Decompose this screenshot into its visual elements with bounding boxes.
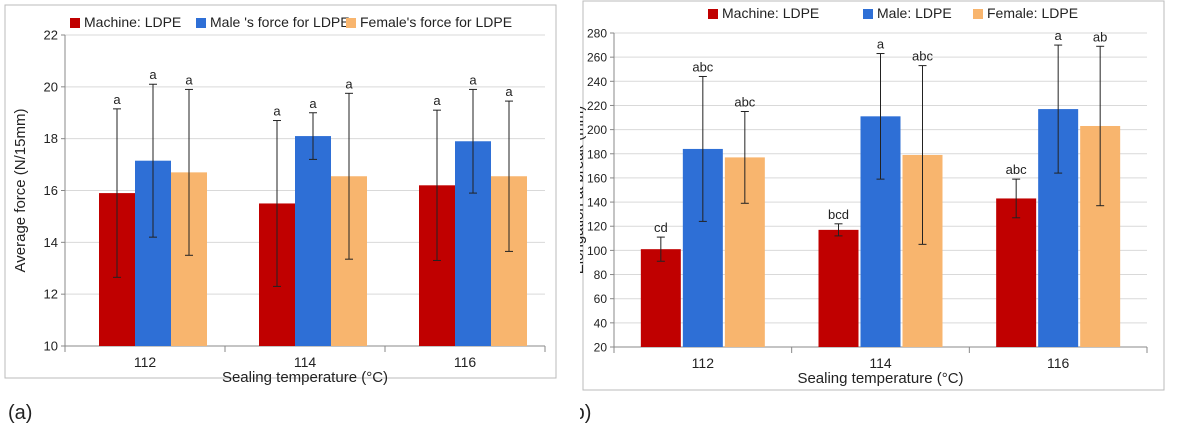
significance-label: a bbox=[149, 67, 157, 82]
legend-swatch bbox=[196, 18, 206, 28]
significance-label: abc bbox=[1006, 162, 1027, 177]
legend-swatch bbox=[973, 9, 983, 19]
legend-label: Female: LDPE bbox=[987, 5, 1078, 21]
x-axis-title: Sealing temperature (°C) bbox=[222, 369, 388, 386]
y-tick-label: 14 bbox=[44, 235, 58, 250]
significance-label: cd bbox=[654, 220, 668, 235]
y-tick-label: 220 bbox=[587, 99, 607, 113]
chart-elongation-at-break: 20 40 60 80 100 120 140 160 180 200 220 240 260 280 11… bbox=[580, 0, 1165, 424]
legend-label: Female's force for LDPE bbox=[360, 14, 512, 30]
chart-average-force: 10 12 14 16 18 20 22 112 a a a 114 a a a 116 a a a Machine:… bbox=[4, 4, 557, 424]
significance-label: a bbox=[273, 104, 281, 119]
significance-label: a bbox=[1055, 28, 1063, 43]
y-tick-label: 20 bbox=[44, 79, 58, 94]
significance-label: a bbox=[877, 37, 885, 52]
significance-label: a bbox=[469, 72, 477, 87]
significance-label: abc bbox=[912, 49, 933, 64]
y-tick-label: 240 bbox=[587, 75, 607, 89]
significance-label: a bbox=[345, 76, 353, 91]
significance-label: abc bbox=[692, 59, 713, 74]
y-tick-label: 20 bbox=[594, 341, 608, 355]
significance-label: a bbox=[505, 84, 513, 99]
legend-label: Male: LDPE bbox=[877, 5, 952, 21]
y-tick-label: 100 bbox=[587, 244, 607, 258]
x-tick-label: 114 bbox=[294, 354, 317, 370]
x-tick-label: 114 bbox=[869, 355, 892, 371]
y-tick-label: 120 bbox=[587, 220, 607, 234]
significance-label: ab bbox=[1093, 29, 1107, 44]
y-tick-label: 80 bbox=[594, 268, 608, 282]
y-tick-label: 18 bbox=[44, 131, 58, 146]
bar bbox=[996, 198, 1037, 347]
x-axis-title: Sealing temperature (°C) bbox=[797, 370, 963, 387]
x-tick-label: 112 bbox=[134, 354, 157, 370]
x-tick-label: 112 bbox=[692, 355, 715, 371]
y-tick-label: 40 bbox=[594, 316, 608, 330]
y-tick-label: 200 bbox=[587, 123, 607, 137]
x-tick-label: 116 bbox=[454, 354, 477, 370]
y-tick-label: 60 bbox=[594, 292, 608, 306]
significance-label: a bbox=[113, 92, 121, 107]
y-tick-label: 22 bbox=[44, 28, 58, 43]
panel-label: (b) bbox=[580, 402, 591, 424]
y-tick-label: 280 bbox=[587, 27, 607, 41]
legend-swatch bbox=[863, 9, 873, 19]
significance-label: abc bbox=[734, 95, 755, 110]
bar bbox=[640, 249, 681, 347]
y-tick-label: 140 bbox=[587, 196, 607, 210]
x-tick-label: 116 bbox=[1047, 355, 1070, 371]
significance-label: a bbox=[433, 93, 441, 108]
significance-label: a bbox=[185, 72, 193, 87]
y-tick-label: 12 bbox=[44, 287, 58, 302]
legend-label: Machine: LDPE bbox=[84, 14, 181, 30]
y-tick-label: 260 bbox=[587, 51, 607, 65]
legend-label: Male 's force for LDPE bbox=[210, 14, 350, 30]
y-tick-label: 180 bbox=[587, 147, 607, 161]
bar bbox=[818, 229, 859, 347]
legend-swatch bbox=[346, 18, 356, 28]
y-tick-label: 10 bbox=[44, 339, 58, 354]
significance-label: bcd bbox=[828, 207, 849, 222]
legend-label: Machine: LDPE bbox=[722, 5, 819, 21]
y-axis-title: Elongation at break (mm) bbox=[580, 106, 587, 274]
legend-swatch bbox=[708, 9, 718, 19]
bar bbox=[295, 136, 331, 346]
significance-label: a bbox=[309, 96, 317, 111]
y-axis-title: Average force (N/15mm) bbox=[12, 109, 29, 273]
y-tick-label: 160 bbox=[587, 171, 607, 185]
panel-label: (a) bbox=[8, 402, 32, 424]
legend-swatch bbox=[70, 18, 80, 28]
y-tick-label: 16 bbox=[44, 183, 58, 198]
